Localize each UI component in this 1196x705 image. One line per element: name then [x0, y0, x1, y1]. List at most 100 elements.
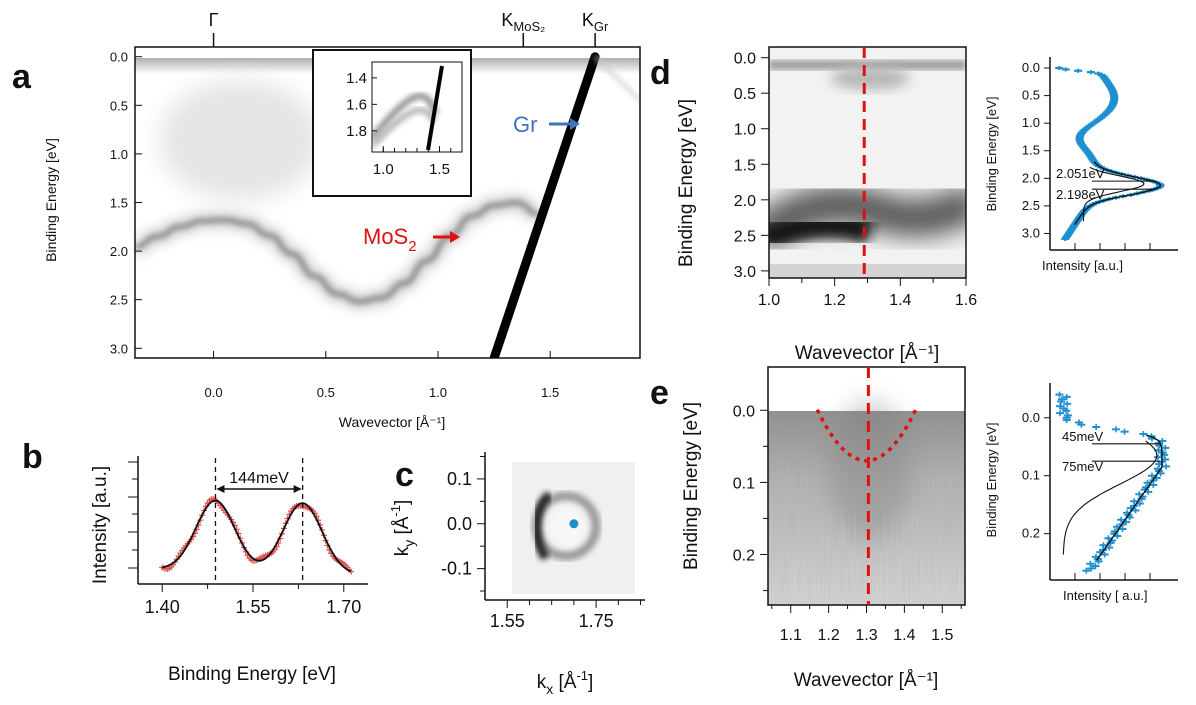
panel-d-band [769, 183, 966, 253]
e-xtick-label: 1.5 [931, 627, 953, 644]
d-edc-ytick-label: 2.0 [1022, 170, 1040, 185]
panel-b-label: b [22, 438, 43, 476]
a-symmetry-label: KGr [582, 10, 609, 34]
panel-a-x-ticks: 0.0 0.5 1.0 1.5 [205, 351, 559, 400]
panel-d-edc-x-ticks [1074, 243, 1151, 250]
b-split-label: 144meV [229, 470, 289, 487]
panel-e-edc: 0.0 0.1 0.2 45meV 75meV Intensity [ a.u.] Bi… [984, 383, 1178, 603]
a-ytick-label: 2.0 [110, 244, 128, 259]
b-fit-line [162, 499, 352, 573]
e-ytick-label: 0.2 [733, 548, 755, 565]
e-edc-fit-line [1096, 434, 1163, 561]
a-ytick-label: 2.5 [110, 293, 128, 308]
k-point-marker [569, 519, 579, 529]
panel-e-edc-plot: 0.0 0.1 0.2 45meV 75meV [1022, 391, 1170, 574]
d-xtick-label: 1.0 [758, 292, 780, 309]
inset-ytick-label: 1.8 [346, 123, 367, 140]
panel-e-edc-xlabel: Intensity [ a.u.] [1063, 588, 1148, 603]
e-ytick-label: 0.0 [733, 403, 755, 420]
panel-b-x-ticks: 1.40 1.55 1.70 [145, 584, 361, 617]
b-xtick-label: 1.55 [235, 597, 270, 617]
inset-xtick-label: 1.5 [429, 161, 450, 178]
panel-c-label: c [395, 456, 414, 494]
a-xtick-label: 0.5 [317, 385, 335, 400]
c-ytick-label: -0.1 [441, 559, 472, 579]
panel-a: a 0.0 0.5 1.0 1.5 0.0 0.5 1.0 1.5 2.0 2.5 3.0 Γ KM… [12, 10, 641, 430]
panel-c-ticks: 1.55 1.75 0.1 0.0 -0.1 [441, 455, 642, 631]
b-xtick-label: 1.40 [145, 597, 180, 617]
d-edc-ytick-label: 1.5 [1022, 143, 1040, 158]
panel-b-y-ticks [128, 461, 138, 569]
panel-e-edc-ylabel: Binding Energy [eV] [984, 423, 999, 538]
graphene-dirac-cone [489, 52, 600, 358]
panel-e-xlabel: Wavevector [Å⁻¹] [794, 670, 938, 691]
e-ytick-label: 0.1 [733, 475, 755, 492]
d-edc-ytick-label: 0.0 [1022, 60, 1040, 75]
d-edc-peak-label: 2.198eV [1056, 187, 1105, 202]
d-edc-ytick-label: 3.0 [1022, 225, 1040, 240]
c-xtick-label: 1.75 [579, 611, 614, 631]
e-xtick-label: 1.4 [893, 627, 915, 644]
d-ytick-label: 2.0 [734, 193, 756, 210]
panel-b-plot: 144meV [159, 458, 355, 584]
d-edc-ytick-label: 1.0 [1022, 115, 1040, 130]
panel-a-symmetry-points: Γ KMoS₂ KGr [209, 10, 609, 47]
panel-e-dispersion-fit [815, 408, 918, 463]
d-edc-fit-line [1074, 161, 1162, 225]
inset-ytick-label: 1.6 [346, 96, 367, 113]
panel-e: e 1.1 1.2 1.3 1.4 1.5 0.0 0.1 0.2 Wavevector [Å… [650, 366, 966, 691]
panel-e-label: e [650, 374, 669, 412]
d-xtick-label: 1.4 [889, 292, 911, 309]
panel-d-edc-plot: 0.0 0.5 1.0 1.5 2.0 2.5 3.0 2.051eV 2.198eV [1022, 60, 1165, 241]
d-ytick-label: 0.5 [734, 86, 756, 103]
d-xtick-label: 1.6 [955, 292, 977, 309]
inset-graphene [426, 65, 444, 151]
panel-d-ticks: 1.0 1.2 1.4 1.6 0.0 0.5 1.0 1.5 2.0 2.5 3.0 [734, 51, 977, 309]
d-xtick-label: 1.2 [824, 292, 846, 309]
e-xtick-label: 1.2 [817, 627, 839, 644]
annotation-gr: Gr [513, 112, 537, 137]
d-edc-peak-label: 2.051eV [1056, 166, 1105, 181]
panel-a-label: a [12, 58, 32, 96]
b-split-arrowhead-right [293, 485, 302, 493]
inset-band-upper [372, 92, 439, 140]
e-edc-ytick-label: 0.0 [1022, 410, 1040, 425]
inset-ytick-label: 1.4 [346, 70, 367, 87]
d-ytick-label: 1.0 [734, 122, 756, 139]
d-ytick-label: 3.0 [734, 264, 756, 281]
a-symmetry-label: KMoS₂ [501, 10, 545, 34]
panel-e-heatmap [768, 367, 965, 605]
panel-c-heatmap [512, 462, 635, 594]
panel-d-xlabel: Wavevector [Å⁻¹] [795, 343, 939, 364]
panel-c-xlabel: kx [Å-1] [537, 668, 594, 697]
e-edc-peak-label: 75meV [1062, 459, 1104, 474]
inset-xtick-label: 1.0 [373, 161, 394, 178]
inset-heatmap [372, 62, 462, 152]
panel-d-edc: 0.0 0.5 1.0 1.5 2.0 2.5 3.0 2.051eV 2.198eV Inte… [984, 57, 1178, 273]
d-edc-ytick-label: 0.5 [1022, 88, 1040, 103]
a-ytick-label: 1.5 [110, 196, 128, 211]
d-ytick-label: 1.5 [734, 157, 756, 174]
e-xtick-label: 1.1 [780, 627, 802, 644]
a-xtick-label: 1.5 [541, 385, 559, 400]
a-symmetry-label: Γ [209, 10, 219, 30]
inset-ticks: 1.0 1.5 1.4 1.6 1.8 [346, 70, 463, 178]
b-xtick-label: 1.70 [326, 597, 361, 617]
a-ytick-label: 0.5 [110, 98, 128, 113]
panel-b-ylabel: Intensity [a.u.] [90, 466, 111, 584]
d-edc-component [1082, 166, 1145, 222]
a-ytick-label: 0.0 [110, 50, 128, 65]
e-edc-peak-label: 45meV [1062, 429, 1104, 444]
panel-a-xlabel: Wavevector [Å⁻¹] [339, 414, 445, 430]
a-ytick-label: 3.0 [110, 341, 128, 356]
panel-b-xlabel: Binding Energy [eV] [168, 664, 336, 685]
panel-c-ylabel: ky [Å-1] [388, 500, 417, 557]
d-ytick-label: 0.0 [734, 51, 756, 68]
panel-d-label: d [650, 54, 671, 92]
panel-b: b 1.40 1.55 1.70 144meV Binding Energy [eV… [22, 438, 368, 685]
e-xtick-label: 1.3 [855, 627, 877, 644]
a-ytick-label: 1.0 [110, 147, 128, 162]
panel-d-edc-ylabel: Binding Energy [eV] [984, 97, 999, 212]
inset-band-lower [372, 107, 437, 148]
